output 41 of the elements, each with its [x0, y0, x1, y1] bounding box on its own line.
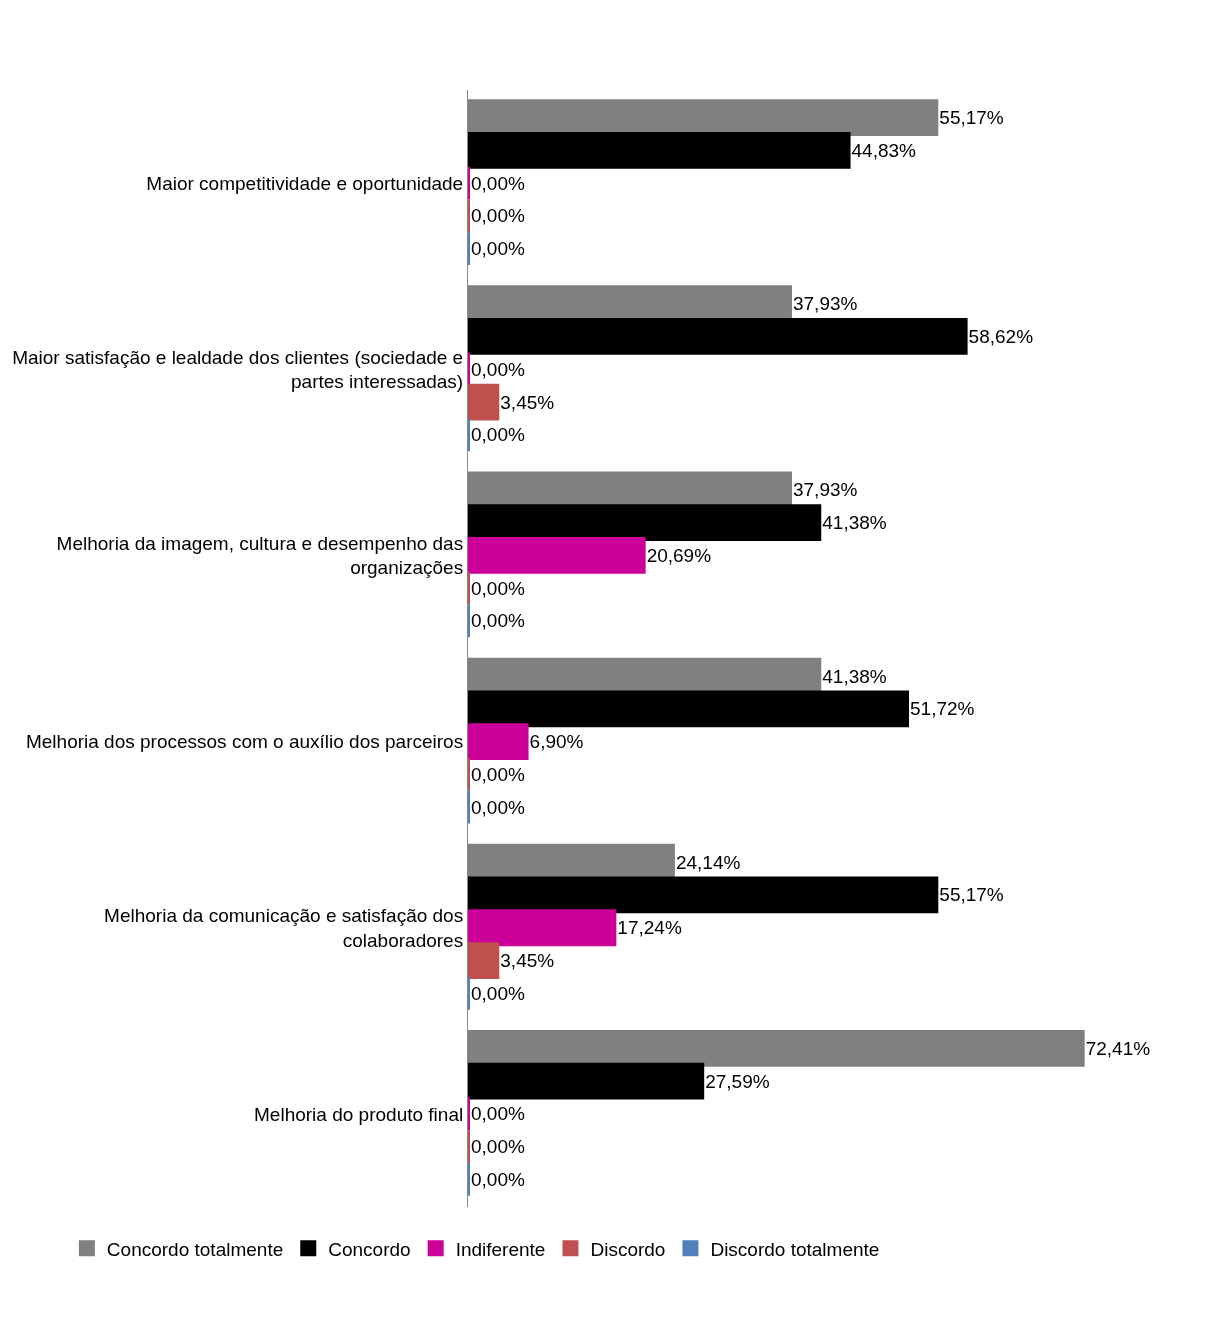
data-label: 17,24%: [617, 917, 682, 939]
data-label: 55,17%: [939, 884, 1004, 906]
data-label: 58,62%: [968, 325, 1034, 347]
data-label: 0,00%: [471, 358, 525, 380]
data-label: 0,00%: [471, 1136, 525, 1158]
data-label: 6,90%: [529, 731, 584, 753]
data-label: 0,00%: [471, 238, 525, 260]
data-label: 27,59%: [705, 1070, 770, 1092]
y-tick-label: Maior competitividade e oportunidade: [146, 172, 464, 194]
y-tick-label: Melhoria da imagem, cultura e desempenho das organizações: [56, 532, 464, 579]
data-label: 0,00%: [471, 982, 525, 1004]
legend-label: Discordo totalmente: [710, 1238, 880, 1260]
y-tick-label: Melhoria dos processos com o auxílio dos parceiros: [25, 731, 464, 753]
data-label: 0,00%: [471, 1103, 525, 1125]
data-label: 0,00%: [471, 763, 525, 785]
data-label: 24,14%: [675, 851, 741, 873]
legend-label: Discordo: [590, 1238, 666, 1260]
data-label: 20,69%: [646, 544, 712, 566]
data-label: 55,17%: [939, 107, 1004, 129]
y-tick-label: Melhoria da comunicação e satisfação dos colaboradores: [104, 905, 464, 951]
data-label: 0,00%: [471, 424, 525, 446]
legend-label: Indiferente: [455, 1238, 546, 1260]
data-label: 72,41%: [1085, 1037, 1151, 1059]
data-label: 0,00%: [471, 205, 525, 227]
data-label: 0,00%: [471, 796, 525, 818]
data-label: 0,00%: [471, 1168, 525, 1190]
y-tick-label: Melhoria do produto final: [254, 1103, 464, 1125]
legend-label: Concordo: [328, 1238, 411, 1260]
data-label: 0,00%: [471, 172, 525, 194]
data-label: 3,45%: [500, 391, 555, 413]
data-label: 41,38%: [822, 512, 887, 534]
data-label: 37,93%: [792, 479, 858, 501]
data-label: 41,38%: [822, 665, 887, 687]
data-label: 0,00%: [471, 610, 525, 632]
data-label: 37,93%: [792, 293, 858, 315]
data-label: 44,83%: [851, 139, 917, 161]
legend-label: Concordo totalmente: [106, 1238, 284, 1260]
data-label: 51,72%: [910, 698, 975, 720]
y-tick-label: Maior satisfação e lealdade dos clientes (sociedade e partes interessadas): [12, 346, 464, 393]
data-label: 3,45%: [500, 950, 555, 972]
data-label: 0,00%: [471, 577, 525, 599]
